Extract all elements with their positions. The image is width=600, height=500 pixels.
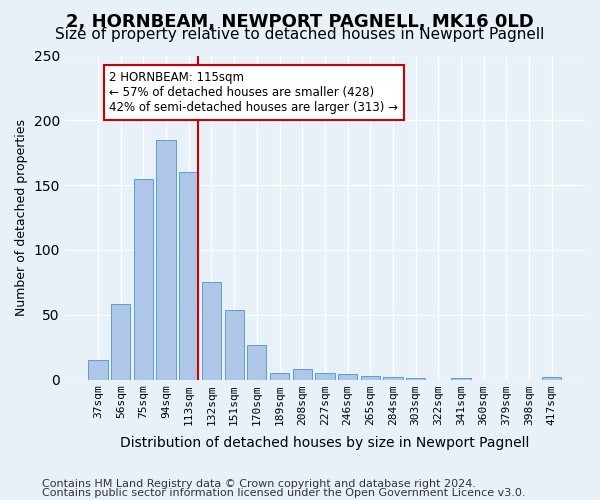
Bar [179,172,199,380]
Bar [247,344,266,380]
Y-axis label: Number of detached properties: Number of detached properties [15,119,28,316]
Bar [383,377,403,380]
Bar [157,140,176,380]
Bar [542,377,562,380]
Text: Contains public sector information licensed under the Open Government Licence v3: Contains public sector information licen… [42,488,526,498]
Bar [451,378,470,380]
Bar [315,373,335,380]
Bar [202,282,221,380]
Bar [88,360,108,380]
Text: Contains HM Land Registry data © Crown copyright and database right 2024.: Contains HM Land Registry data © Crown c… [42,479,476,489]
Bar [224,310,244,380]
Bar [270,373,289,380]
Text: 2 HORNBEAM: 115sqm
← 57% of detached houses are smaller (428)
42% of semi-detach: 2 HORNBEAM: 115sqm ← 57% of detached hou… [109,71,398,114]
X-axis label: Distribution of detached houses by size in Newport Pagnell: Distribution of detached houses by size … [120,436,530,450]
Bar [361,376,380,380]
Bar [406,378,425,380]
Bar [134,178,153,380]
Bar [111,304,130,380]
Text: 2, HORNBEAM, NEWPORT PAGNELL, MK16 0LD: 2, HORNBEAM, NEWPORT PAGNELL, MK16 0LD [66,12,534,30]
Bar [338,374,357,380]
Bar [293,369,312,380]
Text: Size of property relative to detached houses in Newport Pagnell: Size of property relative to detached ho… [55,28,545,42]
